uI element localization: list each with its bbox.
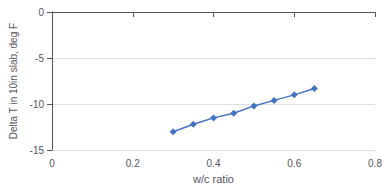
svg-text:0.8: 0.8 (368, 158, 382, 169)
svg-text:0.4: 0.4 (207, 158, 221, 169)
svg-text:-10: -10 (30, 99, 45, 110)
svg-text:0.2: 0.2 (126, 158, 140, 169)
svg-text:Delta T in 10in slab, deg F: Delta T in 10in slab, deg F (8, 23, 19, 139)
svg-text:0: 0 (38, 7, 44, 18)
svg-text:-5: -5 (35, 53, 44, 64)
svg-text:0: 0 (49, 158, 55, 169)
svg-text:-15: -15 (30, 145, 45, 156)
svg-text:w/c ratio: w/c ratio (192, 173, 234, 185)
svg-text:0.6: 0.6 (287, 158, 301, 169)
